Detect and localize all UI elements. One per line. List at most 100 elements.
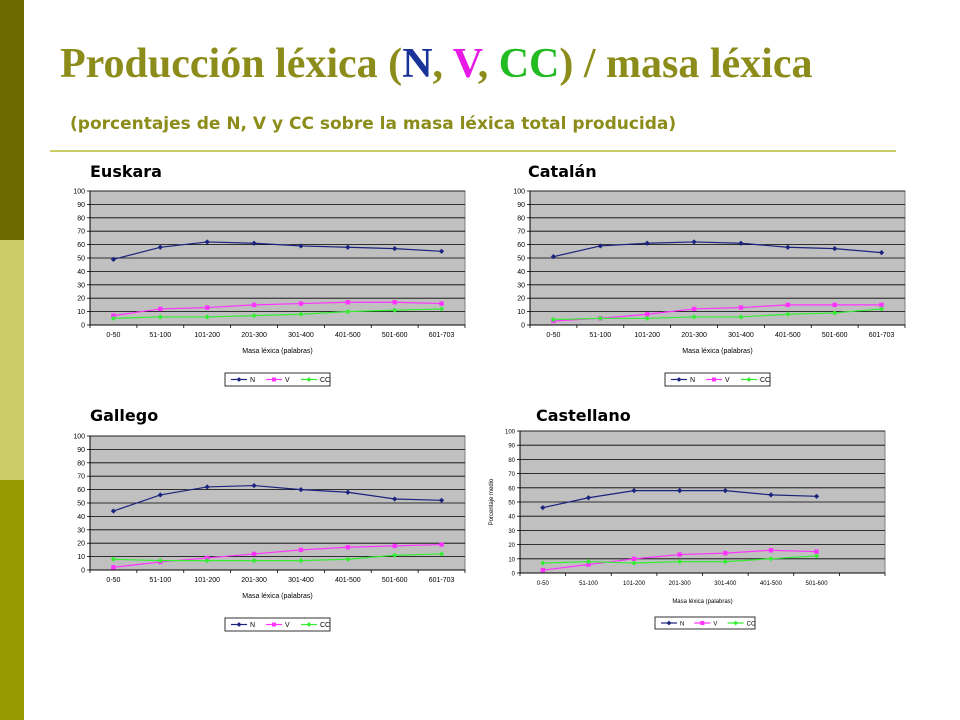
y-tick-label: 60 <box>517 242 525 249</box>
x-tick-label: 301-400 <box>728 332 754 339</box>
title-part-1: Producción léxica ( <box>60 41 403 87</box>
series-line-cc <box>553 308 882 321</box>
title-part-end: ) / masa léxica <box>559 41 813 87</box>
x-tick-label: 101-200 <box>194 332 220 339</box>
data-point-n <box>392 246 398 252</box>
series-line-cc <box>113 553 442 562</box>
data-point-cc <box>832 310 838 316</box>
legend-label-v: V <box>725 377 730 384</box>
y-tick-label: 60 <box>77 242 85 249</box>
data-point-cc <box>392 552 398 558</box>
title-part-sep-2: , <box>477 41 499 87</box>
data-point-v <box>111 313 116 318</box>
x-tick-label: 401-500 <box>760 581 783 587</box>
y-tick-label: 50 <box>77 501 85 508</box>
x-tick-label: 0-50 <box>106 577 120 584</box>
data-point-cc <box>438 551 445 557</box>
data-point-v <box>345 545 351 550</box>
data-point-v <box>298 547 304 553</box>
data-point-v <box>439 301 444 306</box>
data-point-cc <box>298 558 304 564</box>
slide-title: Producción léxica (N, V, CC) / masa léxi… <box>60 40 812 88</box>
title-divider <box>50 150 896 152</box>
legend: N V CC <box>224 617 331 632</box>
series-line-n <box>113 241 442 260</box>
side-bar-dark <box>0 0 24 240</box>
legend: N V CC <box>224 372 331 387</box>
data-point-n <box>585 495 592 501</box>
data-point-n <box>597 243 603 249</box>
y-tick-label: 40 <box>508 515 515 521</box>
y-tick-label: 70 <box>77 229 85 236</box>
y-tick-label: 100 <box>513 189 525 196</box>
legend-marker-cc <box>306 377 312 382</box>
data-point-v <box>814 549 819 554</box>
series-line-v <box>113 543 442 568</box>
legend-marker-v <box>712 377 716 382</box>
legend-marker-cc <box>733 620 739 626</box>
data-point-v <box>785 302 791 308</box>
y-tick-label: 30 <box>508 529 515 535</box>
data-point-v <box>298 301 304 306</box>
data-point-n <box>298 243 304 249</box>
data-point-cc <box>768 556 774 562</box>
title-part-sep-1: , <box>432 41 453 87</box>
y-axis-label: Porcentaje medio <box>489 478 495 525</box>
x-tick-label: 101-200 <box>634 332 660 339</box>
data-point-v <box>392 300 397 305</box>
data-point-n <box>204 239 210 245</box>
legend-label-n: N <box>250 377 255 384</box>
data-point-v <box>251 302 257 308</box>
y-tick-label: 70 <box>77 474 85 481</box>
data-point-v <box>111 565 116 570</box>
y-tick-label: 50 <box>517 256 525 263</box>
data-point-cc <box>251 558 257 564</box>
side-bar-light <box>0 240 24 480</box>
x-tick-label: 201-300 <box>241 577 267 584</box>
legend-marker-v <box>272 622 276 627</box>
chart-title-catalan: Catalán <box>528 162 597 181</box>
data-point-n <box>878 250 885 256</box>
y-tick-label: 90 <box>77 202 85 209</box>
data-point-v <box>586 562 591 567</box>
y-tick-label: 70 <box>508 472 515 478</box>
y-tick-label: 20 <box>508 543 515 549</box>
y-tick-label: 40 <box>517 269 525 276</box>
data-point-n <box>738 240 744 246</box>
data-point-cc <box>585 559 592 565</box>
data-point-v <box>251 551 257 557</box>
data-point-cc <box>540 560 546 566</box>
y-tick-label: 10 <box>77 309 85 316</box>
x-axis-label: Masa léxica (palabras) <box>672 599 732 605</box>
series-line-cc <box>113 308 442 319</box>
y-tick-label: 0 <box>512 572 516 578</box>
data-point-cc <box>392 307 398 313</box>
x-tick-label: 201-300 <box>241 332 267 339</box>
data-point-n <box>691 239 697 245</box>
legend: N V CC <box>664 372 771 387</box>
data-point-v <box>832 302 837 308</box>
data-point-v <box>540 567 546 573</box>
data-point-n <box>785 244 791 250</box>
x-tick-label: 501-600 <box>822 332 848 339</box>
data-point-cc <box>251 313 257 319</box>
x-tick-label: 101-200 <box>623 581 646 587</box>
data-point-v <box>204 305 210 310</box>
legend-marker-n <box>236 622 242 627</box>
y-tick-label: 30 <box>77 527 85 534</box>
chart-castellano: 0 10 20 30 40 50 60 70 80 90 100 0-50 51-100 101-200 2… <box>489 430 886 630</box>
legend-marker-v <box>272 377 276 382</box>
legend-label-v: V <box>285 622 290 629</box>
chart-gallego: 0 10 20 30 40 50 60 70 80 90 100 0-50 51-100 101-200 2… <box>73 434 466 632</box>
y-tick-label: 30 <box>77 282 85 289</box>
y-tick-label: 80 <box>77 215 85 222</box>
data-point-n <box>722 488 728 494</box>
legend-label-n: N <box>250 622 255 629</box>
x-tick-label: 601-703 <box>869 332 895 339</box>
legend-marker-n <box>666 620 672 626</box>
title-part-n: N <box>402 41 433 87</box>
data-point-v <box>738 305 744 310</box>
data-point-n <box>298 487 304 493</box>
chart-catalan: 0 10 20 30 40 50 60 70 80 90 100 0-50 51-100 101-200 2… <box>513 189 906 387</box>
legend-label-cc: CC <box>760 377 770 384</box>
